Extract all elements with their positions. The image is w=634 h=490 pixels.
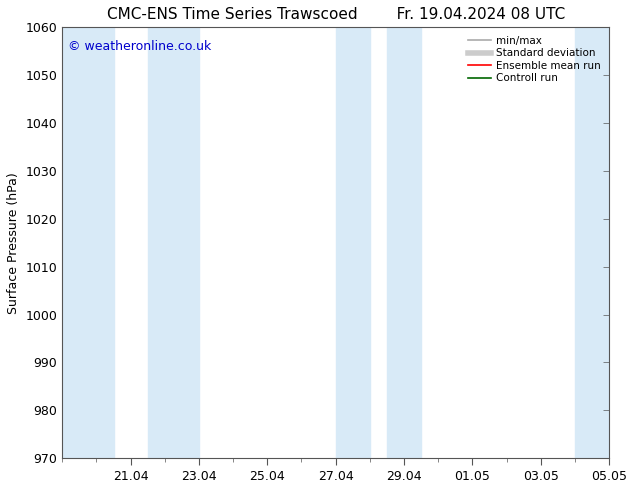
Bar [335,27,370,458]
Text: © weatheronline.co.uk: © weatheronline.co.uk [68,40,211,53]
Legend: min/max, Standard deviation, Ensemble mean run, Controll run: min/max, Standard deviation, Ensemble me… [465,32,604,87]
Y-axis label: Surface Pressure (hPa): Surface Pressure (hPa) [7,172,20,314]
Bar [575,27,609,458]
Title: CMC-ENS Time Series Trawscoed        Fr. 19.04.2024 08 UTC: CMC-ENS Time Series Trawscoed Fr. 19.04.… [107,7,565,22]
Bar [148,27,199,458]
Bar [387,27,421,458]
Bar [62,27,113,458]
